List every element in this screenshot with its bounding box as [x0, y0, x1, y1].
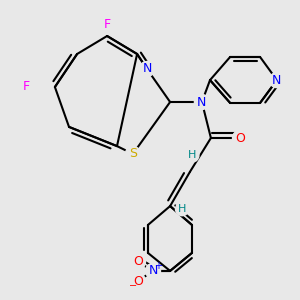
Circle shape — [17, 78, 35, 96]
Circle shape — [146, 263, 160, 278]
Text: +: + — [154, 261, 162, 271]
Text: N: N — [197, 95, 207, 109]
Circle shape — [186, 149, 199, 162]
Circle shape — [130, 274, 146, 289]
Text: O: O — [133, 274, 143, 288]
Text: H: H — [178, 204, 186, 214]
Text: H: H — [188, 150, 196, 161]
Text: N: N — [272, 74, 282, 87]
Text: F: F — [103, 17, 111, 31]
Text: N: N — [142, 62, 152, 76]
Text: N: N — [148, 264, 158, 278]
Circle shape — [176, 202, 189, 216]
Circle shape — [194, 94, 209, 110]
Circle shape — [130, 254, 146, 269]
Circle shape — [232, 130, 247, 146]
Text: O: O — [133, 255, 143, 268]
Circle shape — [125, 146, 140, 161]
Text: −: − — [129, 281, 137, 291]
Circle shape — [140, 61, 154, 76]
Text: F: F — [22, 80, 30, 94]
Circle shape — [269, 73, 284, 88]
Text: S: S — [129, 147, 137, 161]
Text: O: O — [235, 131, 245, 145]
Circle shape — [98, 15, 116, 33]
